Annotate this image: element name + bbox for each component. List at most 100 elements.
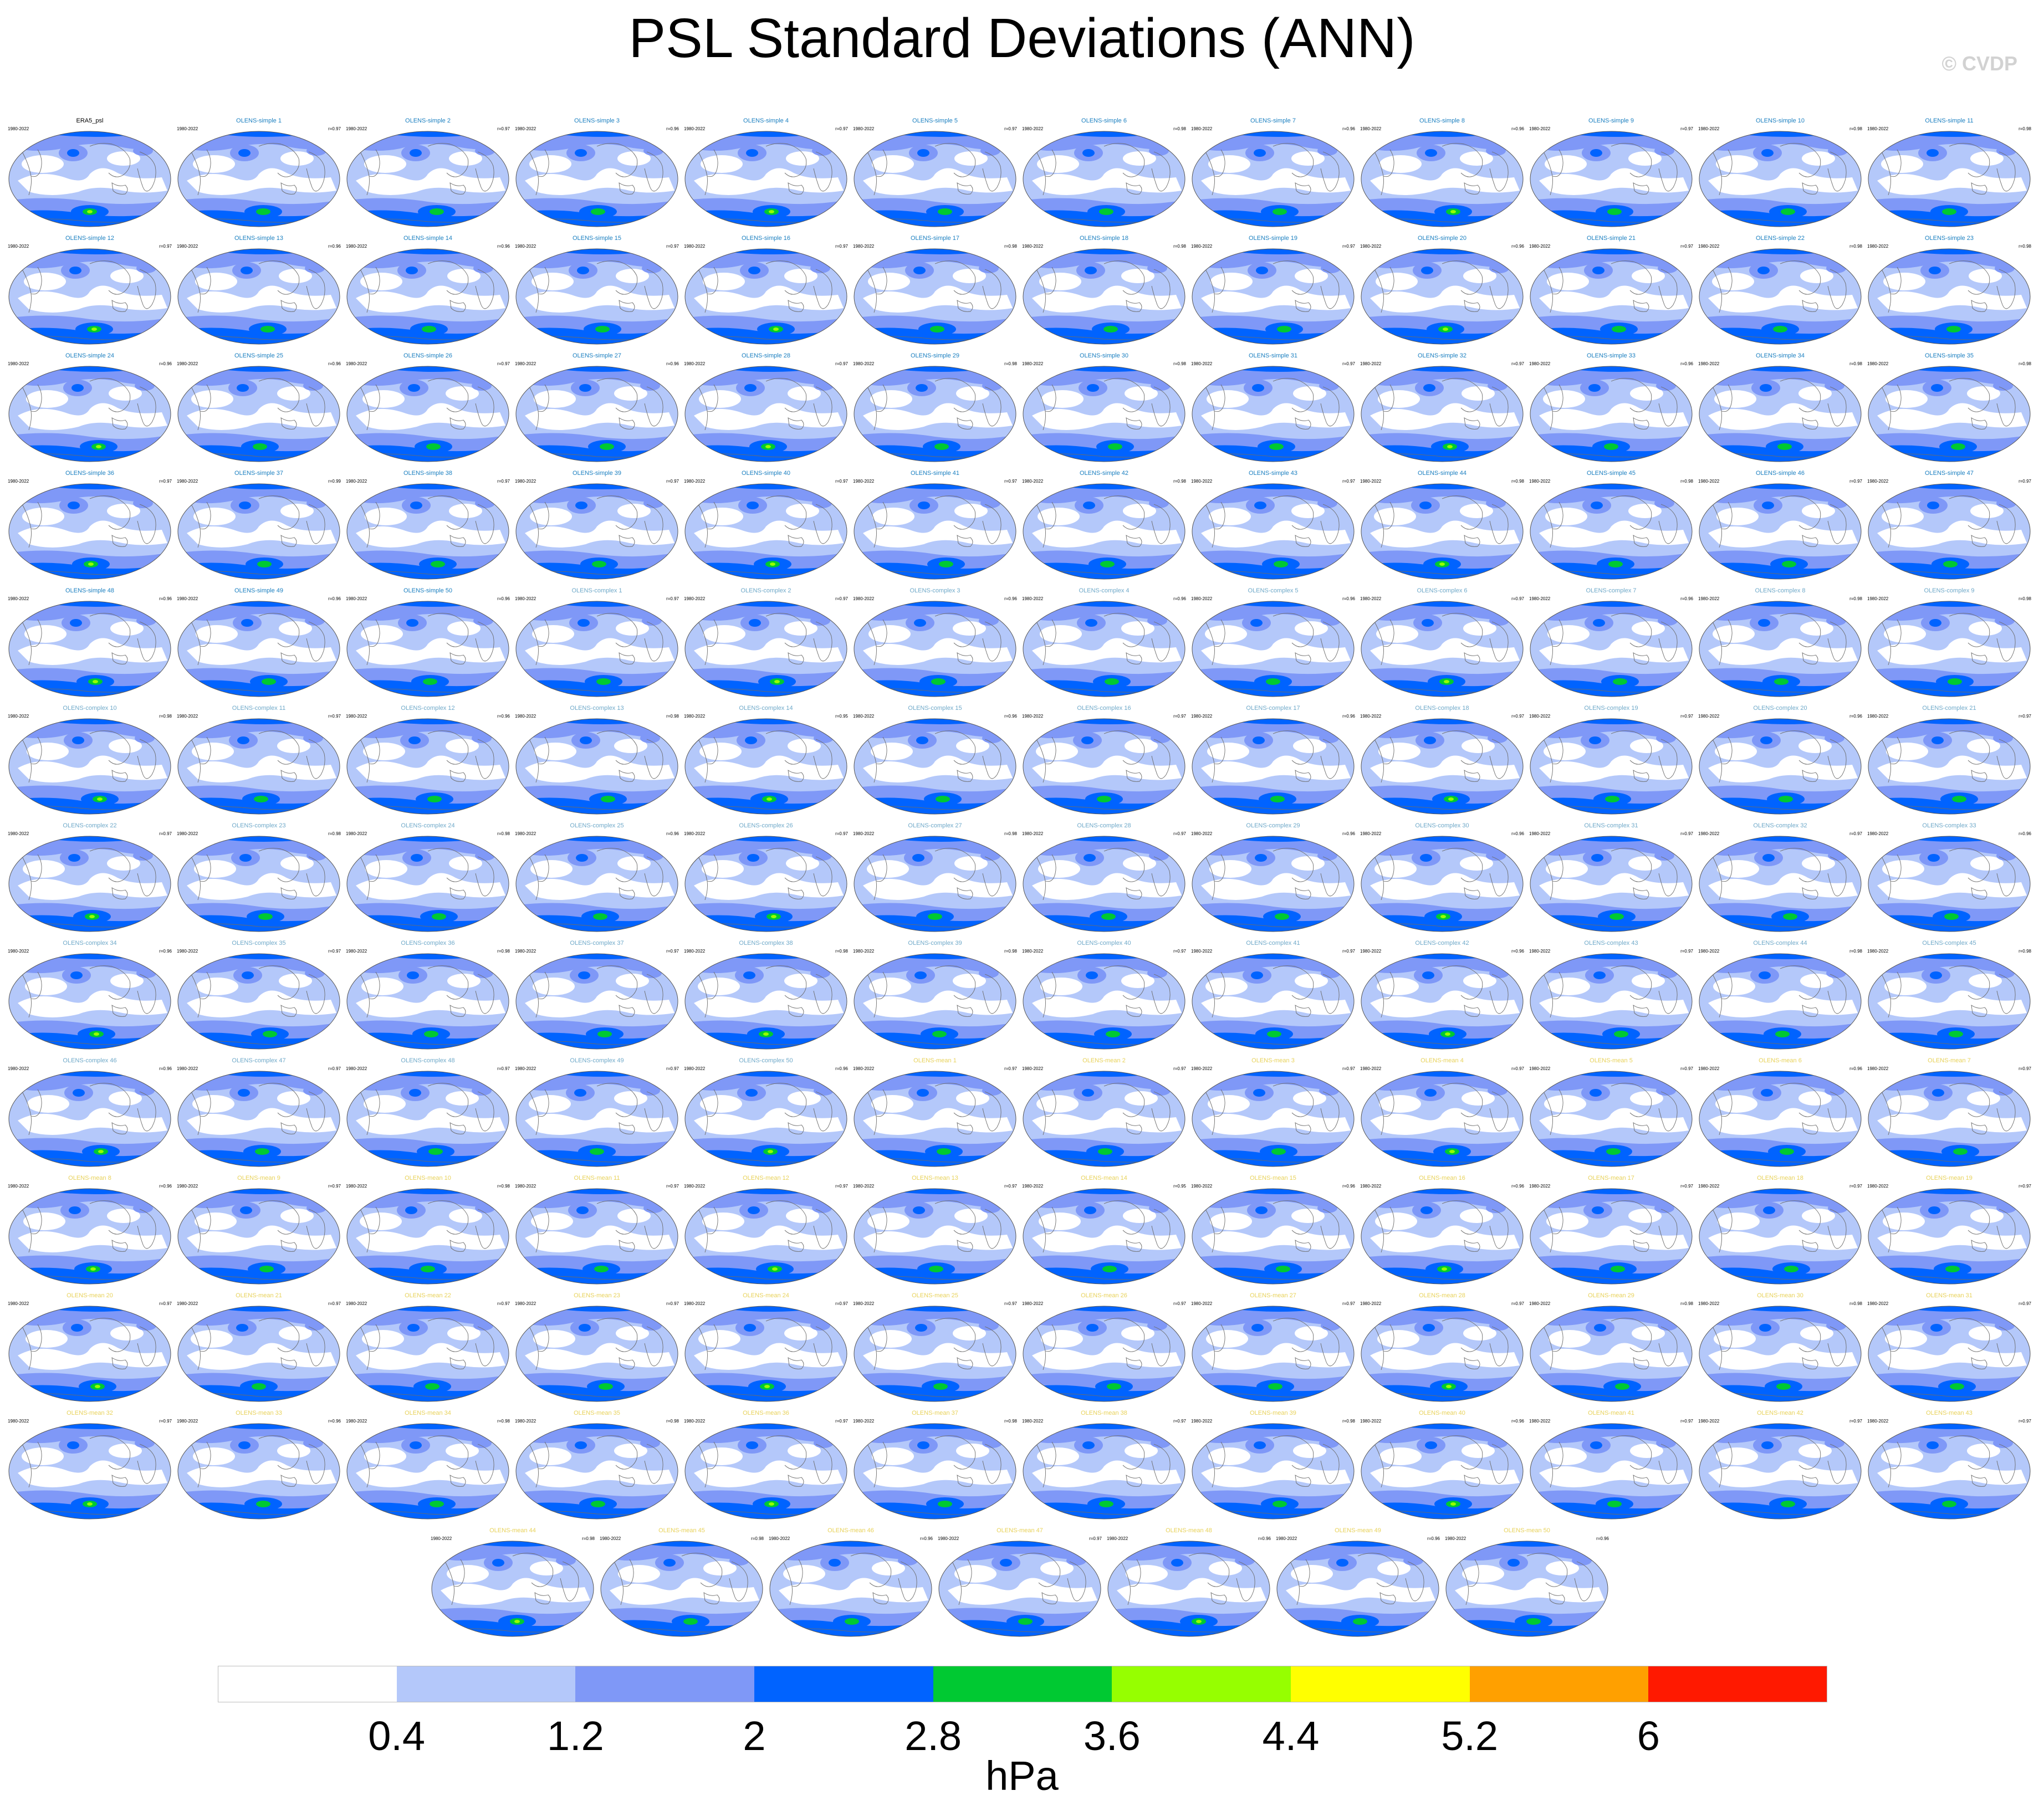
panel-correlation: r=0.97 — [835, 1301, 848, 1306]
panel-years: 1980-2022 — [1022, 831, 1044, 836]
psl-std-map — [1699, 1423, 1862, 1520]
psl-std-map — [1868, 366, 2031, 462]
psl-std-map — [1361, 1423, 1524, 1520]
panel-correlation: r=0.97 — [1342, 361, 1355, 366]
panel-correlation: r=0.97 — [1849, 831, 1862, 836]
panel-title: OLENS-mean 49 — [1335, 1527, 1381, 1534]
map-panel: OLENS-complex 6 1980-2022 r=0.97 — [1359, 587, 1525, 698]
map-panel-grid: ERA5_psl 1980-2022 OLENS-simple 1 1980-2022… — [7, 117, 2032, 1638]
panel-title: OLENS-complex 47 — [232, 1057, 286, 1064]
colorbar-tick-label: 0.4 — [368, 1713, 426, 1759]
panel-correlation: r=0.98 — [582, 1536, 595, 1541]
map-panel: OLENS-complex 41 1980-2022 r=0.97 — [1190, 940, 1356, 1051]
panel-correlation: r=0.96 — [1596, 1536, 1609, 1541]
panel-years: 1980-2022 — [1191, 244, 1213, 249]
panel-correlation: r=0.97 — [1511, 361, 1524, 366]
panel-years: 1980-2022 — [1191, 1301, 1213, 1306]
psl-std-map — [8, 483, 171, 580]
panel-title: OLENS-simple 14 — [403, 235, 453, 242]
map-panel: OLENS-simple 11 1980-2022 r=0.98 — [1866, 117, 2032, 228]
psl-std-map — [1192, 1188, 1355, 1285]
panel-correlation: r=0.97 — [1089, 1536, 1102, 1541]
psl-std-map — [1023, 601, 1185, 697]
map-panel: OLENS-simple 35 1980-2022 r=0.98 — [1866, 352, 2032, 463]
panel-years: 1980-2022 — [1022, 949, 1044, 954]
map-panel: OLENS-simple 42 1980-2022 r=0.98 — [1021, 470, 1187, 581]
psl-std-map — [8, 1071, 171, 1167]
map-panel: OLENS-mean 29 1980-2022 r=0.98 — [1528, 1292, 1694, 1403]
panel-title: OLENS-simple 12 — [65, 235, 115, 242]
psl-std-map — [8, 836, 171, 932]
panel-title: OLENS-complex 49 — [570, 1057, 624, 1064]
psl-std-map — [515, 483, 678, 580]
panel-title: OLENS-mean 13 — [912, 1175, 958, 1181]
panel-correlation: r=0.96 — [497, 596, 510, 601]
panel-years: 1980-2022 — [1867, 831, 1889, 836]
map-panel: OLENS-simple 34 1980-2022 r=0.98 — [1697, 352, 1863, 463]
panel-correlation: r=0.97 — [328, 949, 341, 954]
psl-std-map — [8, 1423, 171, 1520]
panel-years: 1980-2022 — [1191, 714, 1213, 719]
panel-years: 1980-2022 — [346, 1184, 367, 1189]
panel-correlation: r=0.97 — [1849, 1419, 1862, 1424]
map-panel: OLENS-complex 22 1980-2022 r=0.97 — [7, 822, 173, 933]
map-panel: OLENS-complex 35 1980-2022 r=0.97 — [176, 940, 342, 1051]
panel-correlation: r=0.98 — [1173, 126, 1186, 131]
panel-title: OLENS-complex 18 — [1415, 705, 1469, 712]
panel-correlation: r=0.98 — [497, 1419, 510, 1424]
map-panel: OLENS-simple 13 1980-2022 r=0.96 — [176, 235, 342, 346]
panel-years: 1980-2022 — [1360, 714, 1382, 719]
panel-years: 1980-2022 — [1360, 126, 1382, 131]
panel-title: OLENS-mean 7 — [1928, 1057, 1971, 1064]
panel-correlation: r=0.96 — [1511, 244, 1524, 249]
panel-title: OLENS-mean 30 — [1757, 1292, 1803, 1299]
panel-title: OLENS-simple 8 — [1419, 117, 1465, 124]
panel-years: 1980-2022 — [1022, 1419, 1044, 1424]
map-panel: OLENS-complex 13 1980-2022 r=0.98 — [514, 705, 680, 816]
map-panel: OLENS-mean 4 1980-2022 r=0.97 — [1359, 1057, 1525, 1168]
map-panel: OLENS-mean 38 1980-2022 r=0.97 — [1021, 1410, 1187, 1521]
map-panel: OLENS-complex 1 1980-2022 r=0.97 — [514, 587, 680, 698]
panel-years: 1980-2022 — [515, 479, 536, 484]
panel-years: 1980-2022 — [8, 714, 29, 719]
psl-std-map — [684, 1423, 847, 1520]
panel-correlation: r=0.97 — [497, 479, 510, 484]
panel-correlation: r=0.96 — [1680, 596, 1693, 601]
map-panel: OLENS-mean 6 1980-2022 r=0.96 — [1697, 1057, 1863, 1168]
panel-years: 1980-2022 — [1698, 596, 1720, 601]
panel-correlation: r=0.96 — [497, 714, 510, 719]
panel-years: 1980-2022 — [1529, 479, 1551, 484]
psl-std-map — [177, 718, 340, 815]
panel-years: 1980-2022 — [684, 596, 706, 601]
map-panel: OLENS-mean 46 1980-2022 r=0.96 — [768, 1527, 934, 1638]
panel-correlation: r=0.97 — [159, 244, 172, 249]
panel-years: 1980-2022 — [1529, 596, 1551, 601]
psl-std-map — [1699, 483, 1862, 580]
panel-years: 1980-2022 — [8, 126, 29, 131]
psl-std-map — [8, 131, 171, 227]
map-panel: OLENS-simple 20 1980-2022 r=0.96 — [1359, 235, 1525, 346]
colorbar-segment — [1112, 1666, 1291, 1702]
map-panel: OLENS-mean 28 1980-2022 r=0.97 — [1359, 1292, 1525, 1403]
map-panel: OLENS-complex 45 1980-2022 r=0.98 — [1866, 940, 2032, 1051]
panel-years: 1980-2022 — [1191, 1066, 1213, 1071]
panel-title: OLENS-mean 36 — [743, 1410, 789, 1416]
colorbar-segment — [218, 1666, 397, 1702]
panel-correlation: r=0.98 — [2019, 596, 2031, 601]
map-panel: OLENS-complex 19 1980-2022 r=0.97 — [1528, 705, 1694, 816]
panel-years: 1980-2022 — [1445, 1536, 1466, 1541]
panel-years: 1980-2022 — [177, 596, 198, 601]
psl-std-map — [1276, 1541, 1439, 1637]
psl-std-map — [8, 601, 171, 697]
panel-correlation: r=0.97 — [2019, 1301, 2031, 1306]
map-panel: OLENS-simple 18 1980-2022 r=0.98 — [1021, 235, 1187, 346]
colorbar-segment — [575, 1666, 755, 1702]
panel-title: OLENS-complex 26 — [739, 822, 793, 829]
panel-correlation: r=0.97 — [666, 596, 679, 601]
panel-title: OLENS-mean 17 — [1588, 1175, 1634, 1181]
panel-title: OLENS-complex 6 — [1417, 587, 1468, 594]
panel-title: OLENS-mean 26 — [1081, 1292, 1127, 1299]
panel-correlation: r=0.97 — [1004, 1184, 1017, 1189]
psl-std-map — [684, 836, 847, 932]
psl-std-map — [1361, 953, 1524, 1050]
